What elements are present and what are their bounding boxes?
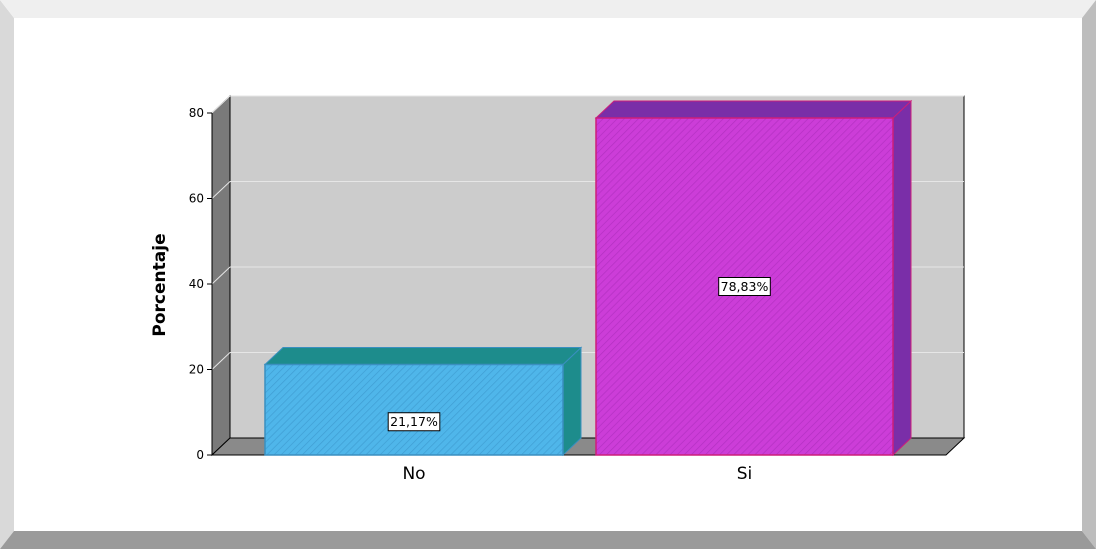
x-tick-label: Si: [737, 464, 753, 484]
bar: [264, 363, 564, 456]
y-tick-label: 80: [189, 106, 204, 120]
gridline-side: [211, 95, 231, 114]
bar-si: 78,83%: [594, 99, 913, 457]
data-label: 21,17%: [390, 414, 438, 429]
bar-top: [594, 100, 913, 119]
y-tick-label: 20: [189, 363, 204, 377]
x-axis: No Si: [402, 464, 752, 484]
y-tick-label: 0: [196, 448, 204, 462]
bar-top: [263, 346, 583, 365]
bar-side: [562, 346, 582, 457]
bar-no: 21,17%: [263, 346, 583, 457]
y-tick-label: 60: [189, 192, 204, 206]
data-label-box: [718, 277, 771, 297]
bar-side: [892, 99, 912, 457]
gridline-side: [211, 266, 231, 285]
bars: 21,17% 78,83%: [263, 99, 913, 457]
data-label-box: [387, 412, 441, 432]
gridline-side: [211, 181, 231, 199]
y-tick-label: 40: [189, 277, 204, 291]
gridline-side: [211, 352, 231, 370]
y-axis: 0 20 40 60 80: [189, 106, 213, 462]
y-axis-title: Porcentaje: [150, 233, 170, 336]
data-label: 78,83%: [721, 279, 769, 294]
x-tick-label: No: [402, 464, 425, 484]
